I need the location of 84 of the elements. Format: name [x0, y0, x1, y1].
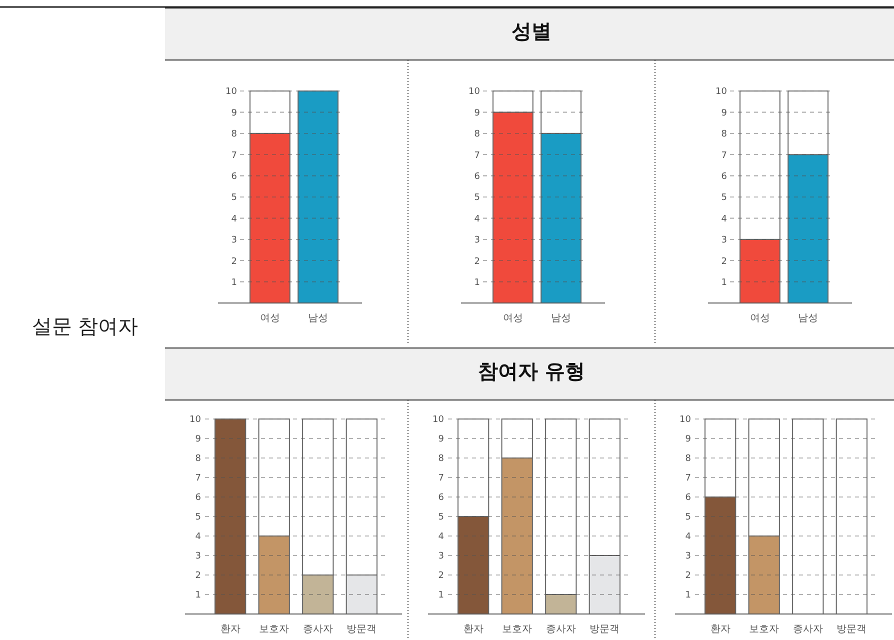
y-tick-label: 2	[474, 256, 480, 267]
y-tick-label: 5	[195, 512, 201, 523]
y-tick-label: 10	[680, 415, 692, 426]
y-tick-label: 1	[231, 278, 237, 288]
y-tick-label: 8	[474, 130, 480, 140]
y-tick-label: 3	[438, 552, 444, 562]
y-tick-label: 6	[231, 172, 238, 182]
y-tick-label: 9	[685, 434, 692, 445]
x-tick-label: 종사자	[792, 624, 823, 635]
y-tick-label: 2	[721, 256, 727, 267]
y-tick-label: 3	[231, 236, 237, 246]
x-tick-label: 보호자	[749, 624, 780, 635]
x-tick-label: 남성	[798, 313, 818, 324]
y-tick-label: 1	[474, 278, 480, 288]
y-tick-label: 9	[438, 434, 444, 445]
y-tick-label: 9	[195, 434, 202, 445]
x-tick-label: 남성	[551, 313, 572, 324]
y-tick-label: 2	[438, 571, 444, 582]
y-tick-label: 10	[432, 415, 444, 426]
y-tick-label: 4	[721, 214, 728, 224]
x-tick-label: 환자	[710, 624, 730, 635]
y-tick-label: 6	[195, 493, 202, 504]
y-tick-label: 8	[721, 130, 728, 140]
x-tick-label: 종사자	[302, 624, 333, 635]
y-tick-label: 6	[438, 493, 444, 504]
x-tick-label: 환자	[463, 624, 484, 635]
x-tick-label: 환자	[220, 624, 240, 635]
chart-title: 성별	[512, 19, 552, 43]
x-tick-label: 방문객	[836, 624, 867, 635]
x-tick-label: 남성	[308, 313, 328, 324]
y-tick-label: 7	[474, 150, 480, 161]
x-tick-label: 여성	[260, 313, 280, 324]
y-tick-label: 8	[438, 454, 444, 464]
y-tick-label: 7	[438, 474, 444, 484]
text: 설문 참여자	[32, 314, 138, 338]
y-tick-label: 9	[721, 108, 728, 118]
y-tick-label: 6	[474, 172, 480, 182]
y-tick-label: 9	[231, 108, 238, 118]
y-tick-label: 9	[474, 108, 480, 118]
y-tick-label: 8	[195, 454, 202, 464]
x-tick-label: 여성	[750, 313, 770, 324]
y-tick-label: 6	[685, 493, 692, 504]
y-tick-label: 7	[721, 150, 727, 161]
y-tick-label: 4	[231, 214, 238, 224]
x-tick-label: 보호자	[259, 624, 290, 635]
y-tick-label: 2	[231, 256, 237, 267]
y-tick-label: 4	[685, 532, 692, 542]
x-tick-label: 여성	[502, 313, 523, 324]
y-tick-label: 10	[716, 87, 728, 98]
y-tick-label: 7	[231, 150, 237, 161]
bar	[214, 418, 246, 614]
y-tick-label: 3	[721, 236, 727, 246]
bar	[836, 418, 868, 614]
bar	[792, 418, 824, 614]
y-tick-label: 3	[195, 552, 201, 562]
y-tick-label: 8	[231, 130, 238, 140]
y-tick-label: 5	[438, 512, 444, 523]
y-tick-label: 4	[438, 532, 444, 542]
y-tick-label: 7	[195, 474, 201, 484]
chart-title: 참여자 유형	[478, 359, 585, 383]
y-tick-label: 2	[195, 571, 201, 582]
x-tick-label: 방문객	[346, 624, 377, 635]
y-tick-label: 3	[685, 552, 691, 562]
y-tick-label: 4	[195, 532, 202, 542]
y-tick-label: 5	[685, 512, 691, 523]
x-tick-label: 보호자	[502, 624, 532, 635]
y-tick-label: 3	[474, 236, 480, 246]
y-tick-label: 2	[685, 571, 691, 582]
y-tick-label: 5	[231, 193, 237, 204]
y-tick-label: 6	[721, 172, 728, 182]
y-tick-label: 1	[195, 590, 201, 601]
y-tick-label: 4	[474, 214, 480, 224]
y-tick-label: 7	[685, 474, 691, 484]
y-tick-label: 1	[438, 590, 444, 601]
y-tick-label: 10	[468, 87, 480, 98]
y-tick-label: 10	[226, 87, 238, 98]
x-tick-label: 종사자	[546, 624, 576, 635]
y-tick-label: 10	[190, 415, 202, 426]
y-tick-label: 1	[721, 278, 727, 288]
y-tick-label: 8	[685, 454, 692, 464]
x-tick-label: 방문객	[590, 624, 620, 635]
y-tick-label: 1	[685, 590, 691, 601]
y-tick-label: 5	[721, 193, 727, 204]
y-tick-label: 5	[474, 193, 480, 204]
